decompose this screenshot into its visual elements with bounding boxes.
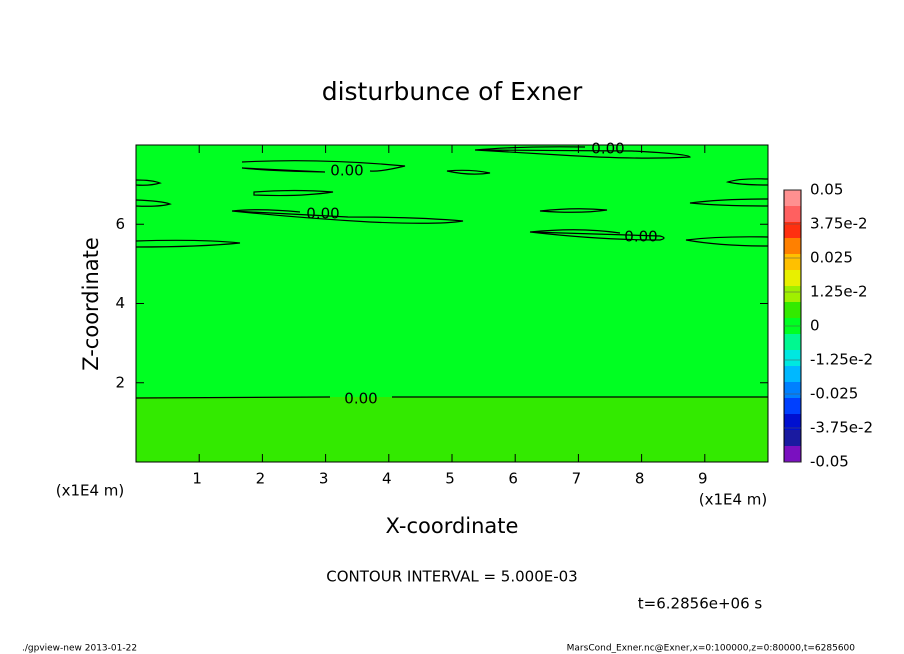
colorbar-band [784,222,801,238]
x-unit-label: (x1E4 m) [56,482,125,500]
colorbar-band [784,270,801,286]
colorbar-label: -0.025 [810,385,858,403]
colorbar-band [784,254,801,270]
colorbar-band [784,302,801,318]
x-tick-label: 5 [445,470,455,488]
colorbar-band [784,366,801,382]
contour-label: 0.00 [344,390,377,408]
colorbar-band [784,382,801,398]
colorbar-band [784,398,801,414]
contour-line [685,236,769,247]
x-tick-label: 8 [635,470,645,488]
colorbar-band [784,334,801,350]
contour-line [241,160,406,173]
colorbar-band [784,414,801,430]
contour-line [529,229,665,241]
footer-right: MarsCond_Exner.nc@Exner,x=0:100000,z=0:8… [567,644,856,654]
x-tick-label: 1 [192,470,202,488]
y-tick-label: 6 [115,215,125,233]
contour-label: 0.00 [591,140,624,158]
contour-line [725,178,769,186]
colorbar-band [784,430,801,446]
contour-interval: CONTOUR INTERVAL = 5.000E-03 [326,568,577,586]
y-axis-label: Z-coordinate [79,237,103,371]
contour-label: 0.00 [330,162,363,180]
colorbar-band [784,238,801,254]
colorbar-label: -3.75e-2 [810,419,873,437]
contour-line [689,198,769,207]
contour-label: 0.00 [306,205,339,223]
colorbar-label: 0.05 [810,181,843,199]
x-tick-label: 7 [572,470,582,488]
chart-title: disturbunce of Exner [322,77,583,106]
colorbar-label: 0.025 [810,249,853,267]
contour-lines [135,146,769,399]
x-tick-label: 3 [319,470,329,488]
field-region [136,145,768,397]
x-tick-label: 2 [256,470,266,488]
x-unit-label: (x1E4 m) [699,491,768,509]
colorbar-band [784,286,801,302]
contour-line [446,169,491,175]
contour-line [135,396,768,399]
y-tick-label: 4 [115,294,125,312]
x-tick-label: 6 [508,470,518,488]
contour-line [135,199,172,207]
contour-label: 0.00 [624,228,657,246]
contour-line [253,189,334,197]
colorbar-label: -1.25e-2 [810,351,873,369]
contour-line [474,146,691,159]
field-region [136,397,768,462]
x-axis-label: X-coordinate [386,514,519,538]
contour-line [135,239,241,248]
time-label: t=6.2856e+06 s [638,595,763,613]
contour-line [539,208,608,213]
colorbar-label: -0.05 [810,453,849,471]
contour-line [231,209,464,224]
y-tick-label: 2 [115,373,125,391]
colorbar-band [784,206,801,222]
x-tick-label: 9 [698,470,708,488]
colorbar-label: 0 [810,317,820,335]
colorbar-band [784,446,801,462]
colorbar-band [784,350,801,366]
colorbar-label: 1.25e-2 [810,283,868,301]
footer-left: ./gpview-new 2013-01-22 [22,644,137,654]
colorbar-label: 3.75e-2 [810,215,868,233]
contour-line [135,179,162,186]
colorbar-band [784,190,801,206]
x-tick-label: 4 [382,470,392,488]
